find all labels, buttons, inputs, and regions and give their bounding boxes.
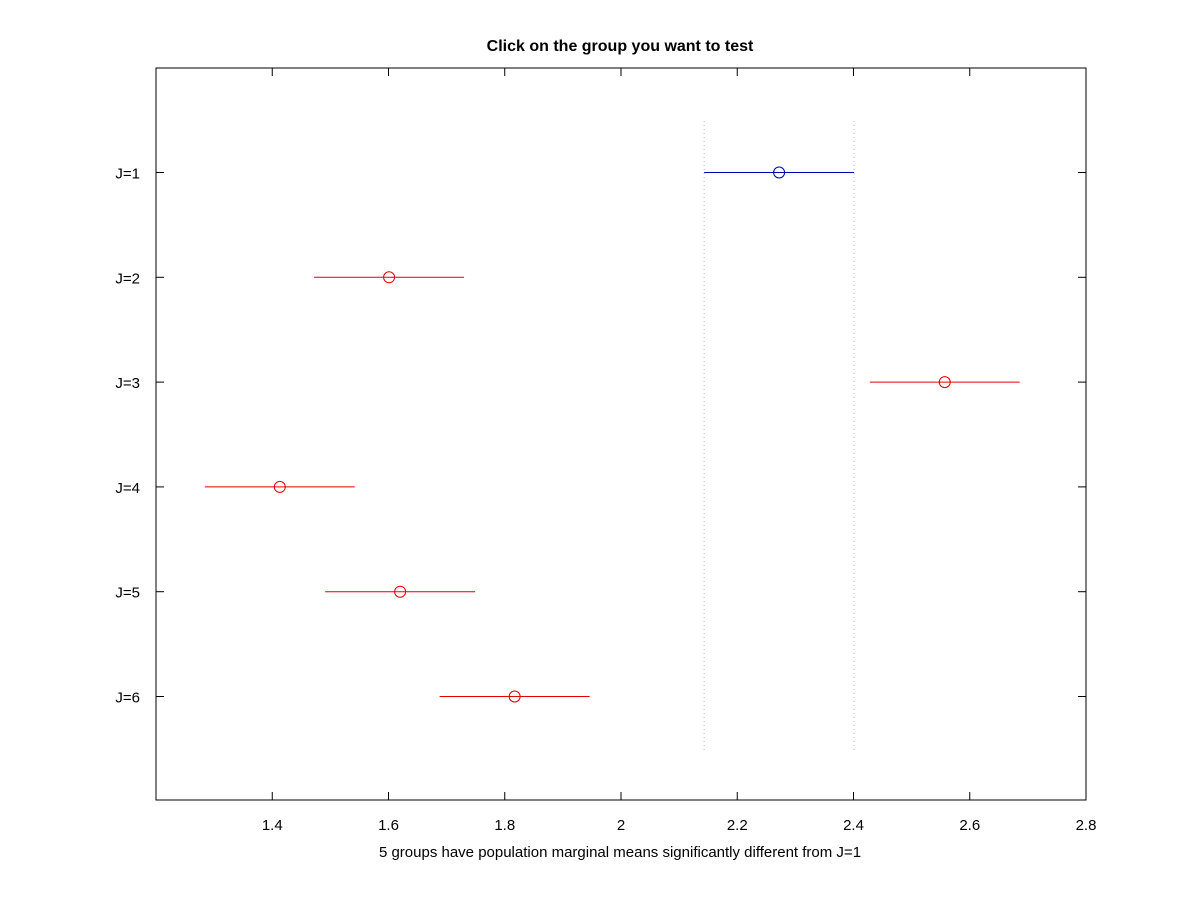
group-mean-marker[interactable] [394, 585, 407, 598]
y-tick-label: J=3 [115, 375, 140, 392]
group-6[interactable] [439, 690, 590, 703]
y-tick-label: J=2 [115, 270, 140, 287]
y-tick-label: J=1 [115, 166, 140, 183]
x-tick-label: 1.6 [378, 817, 399, 834]
x-tick-label: 2.6 [959, 817, 980, 834]
x-tick-label: 1.4 [262, 817, 283, 834]
x-axis: 1.4 1.6 1.8 2 2.2 2.4 2.6 2.8 [262, 68, 1097, 834]
group-5[interactable] [325, 585, 476, 598]
chart-title: Click on the group you want to test [487, 38, 754, 55]
group-2[interactable] [314, 271, 465, 284]
y-tick-label: J=4 [115, 480, 140, 497]
reference-lines [703, 121, 855, 750]
group-3[interactable] [869, 376, 1020, 389]
group-mean-marker[interactable] [938, 376, 951, 389]
group-mean-marker[interactable] [273, 480, 286, 493]
x-tick-label: 2 [617, 817, 625, 834]
y-axis: J=1 J=2 J=3 J=4 J=5 J=6 [115, 166, 1086, 707]
group-intervals [204, 166, 1020, 703]
x-tick-label: 2.2 [727, 817, 748, 834]
plot-area[interactable] [155, 67, 1087, 801]
y-tick-label: J=6 [115, 690, 140, 707]
group-mean-marker[interactable] [773, 166, 786, 179]
x-axis-label: 5 groups have population marginal means … [379, 844, 861, 861]
group-mean-marker[interactable] [508, 690, 521, 703]
y-tick-label: J=5 [115, 585, 140, 602]
group-1[interactable] [704, 166, 855, 179]
x-tick-label: 2.8 [1076, 817, 1097, 834]
x-tick-label: 1.8 [494, 817, 515, 834]
x-tick-label: 2.4 [843, 817, 864, 834]
group-mean-marker[interactable] [383, 271, 396, 284]
group-4[interactable] [204, 480, 355, 493]
